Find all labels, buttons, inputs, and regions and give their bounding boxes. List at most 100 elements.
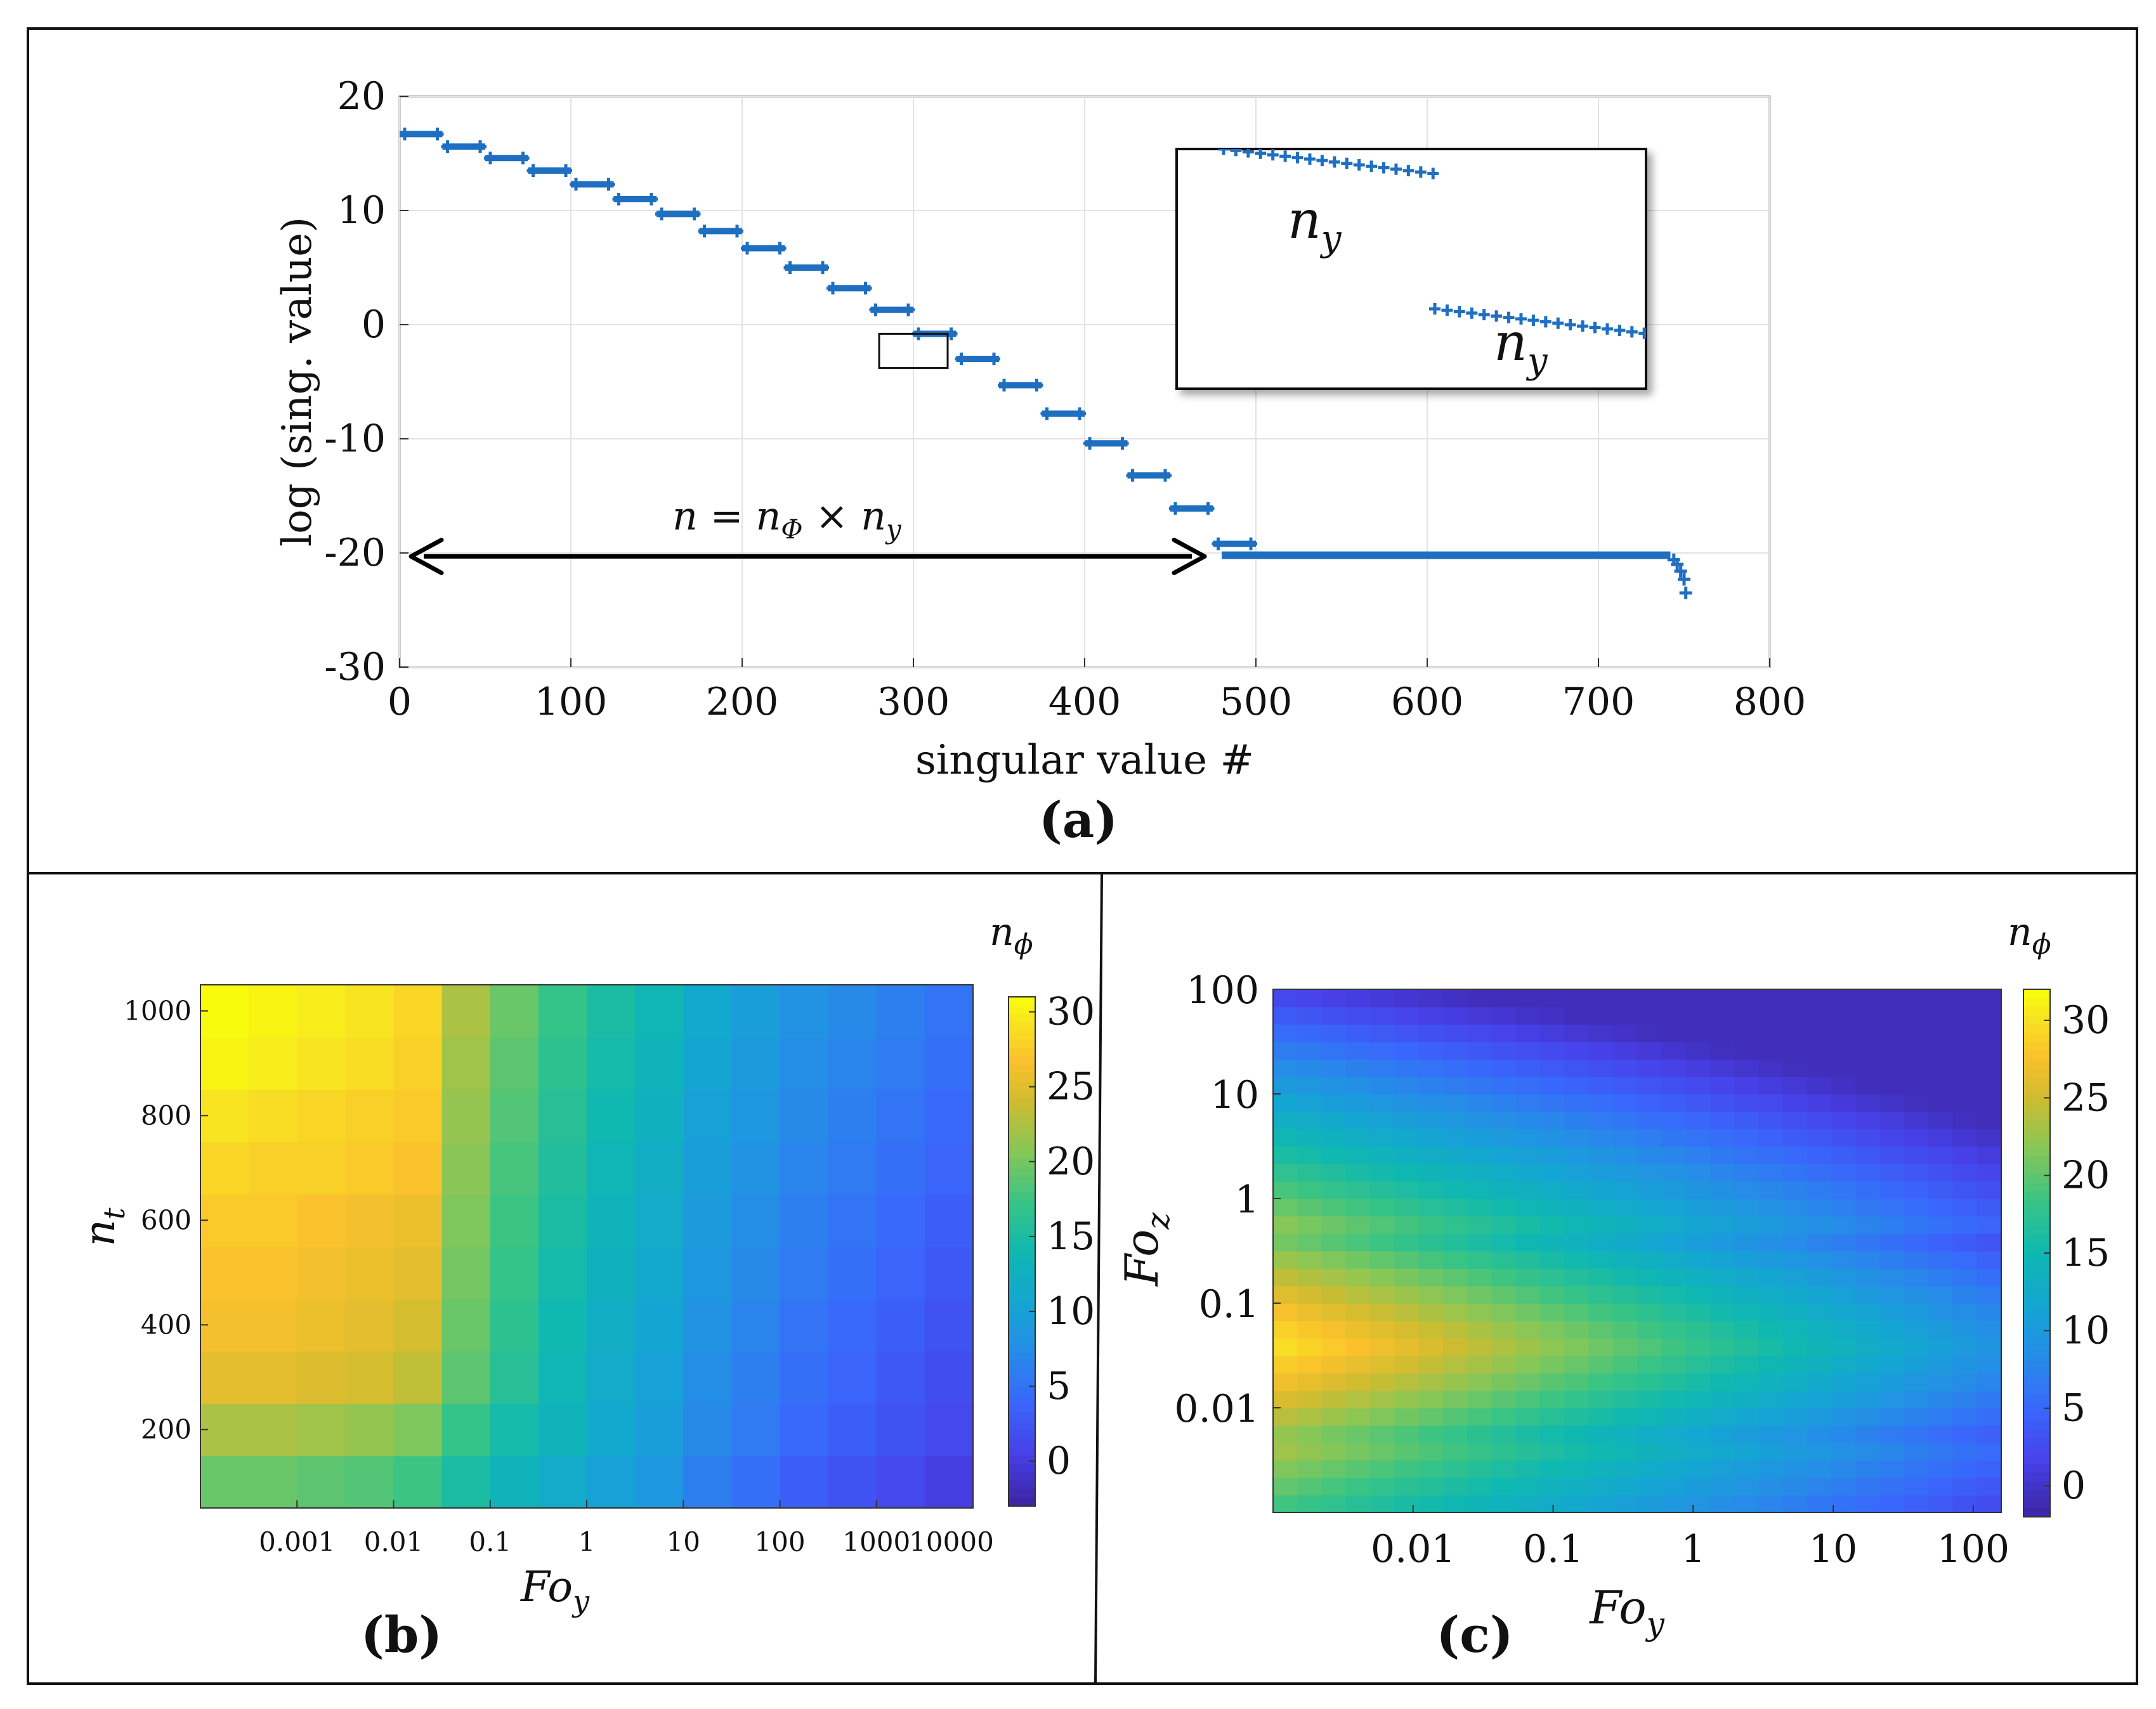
heatmap-cell <box>1661 1320 1687 1339</box>
heatmap-cell <box>1588 1181 1614 1199</box>
heatmap-cell <box>1370 989 1395 1008</box>
heatmap-cell <box>1806 1268 1832 1287</box>
colorbar-segment <box>1009 1421 1035 1431</box>
colorbar-segment <box>1009 1200 1035 1210</box>
heatmap-cell <box>345 1455 395 1509</box>
colorbar-segment <box>1009 1370 1035 1380</box>
heatmap-cell <box>1831 1024 1857 1043</box>
a-tick-label-x: 600 <box>1391 680 1464 724</box>
heatmap-cell <box>1758 1199 1784 1217</box>
heatmap-cell <box>1928 1251 1954 1269</box>
heatmap-cell <box>1321 1199 1347 1217</box>
heatmap-cell <box>538 1351 587 1404</box>
c-tick-label-x: 10 <box>1809 1527 1857 1571</box>
heatmap-cell <box>1709 1094 1735 1112</box>
colorbar-segment <box>1009 1030 1035 1040</box>
inset-point <box>1429 303 1441 315</box>
heatmap-cell <box>1612 1478 1638 1496</box>
heatmap-cell <box>1297 1181 1323 1199</box>
heatmap-cell <box>1904 1199 1929 1217</box>
heatmap-cell <box>393 1141 443 1195</box>
heatmap-cell <box>1904 1268 1929 1287</box>
heatmap-cell <box>1394 1303 1420 1322</box>
heatmap-cell <box>876 1141 925 1195</box>
heatmap-cell <box>1297 1216 1323 1234</box>
b-tick-label-x: 0.1 <box>469 1526 511 1557</box>
heatmap-cell <box>1904 1285 1929 1304</box>
heatmap-cell <box>1297 1478 1323 1496</box>
heatmap-cell <box>1976 1320 2002 1339</box>
heatmap-cell <box>1588 1024 1614 1043</box>
heatmap-cell <box>1321 1216 1347 1234</box>
heatmap-cell <box>1758 1338 1784 1356</box>
heatmap-cell <box>490 1037 539 1090</box>
singular-value-point <box>955 353 968 365</box>
heatmap-cell <box>1928 1059 1954 1077</box>
heatmap-cell <box>731 1089 781 1143</box>
heatmap-cell <box>1637 1059 1663 1077</box>
heatmap-cell <box>924 1089 974 1143</box>
heatmap-cell <box>1928 1390 1954 1408</box>
heatmap-cell <box>1831 1041 1857 1060</box>
heatmap-cell <box>1564 1094 1590 1112</box>
heatmap-cell <box>1879 1006 1905 1025</box>
heatmap-cell <box>1855 1129 1881 1147</box>
heatmap-cell <box>1273 1495 1298 1513</box>
singular-value-step <box>442 143 485 150</box>
heatmap-cell <box>1782 1495 1808 1513</box>
singular-value-plateau <box>1222 551 1671 559</box>
heatmap-cell <box>1612 1460 1638 1478</box>
heatmap-cell <box>1904 1129 1929 1147</box>
heatmap-cell <box>1879 1129 1905 1147</box>
panel-a-series <box>400 127 1692 599</box>
heatmap-cell <box>731 1141 781 1195</box>
colorbar-tick-label: 5 <box>2061 1386 2086 1431</box>
heatmap-cell <box>1297 1268 1323 1287</box>
heatmap-cell <box>1806 1164 1832 1182</box>
colorbar-segment <box>1009 1158 1035 1167</box>
heatmap-cell <box>1734 1390 1760 1408</box>
heatmap-cell <box>1758 1129 1784 1147</box>
heatmap-cell <box>1637 1355 1663 1374</box>
heatmap-cell <box>1418 1111 1444 1129</box>
heatmap-cell <box>1442 1199 1468 1217</box>
heatmap-cell <box>1904 1320 1929 1339</box>
heatmap-cell <box>1709 1111 1735 1129</box>
heatmap-cell <box>1345 1408 1371 1426</box>
heatmap-cell <box>1418 1181 1444 1199</box>
heatmap-cell <box>1612 1373 1638 1391</box>
colorbar-segment <box>2023 1059 2050 1069</box>
heatmap-cell <box>1637 989 1663 1008</box>
heatmap-cell <box>1928 1024 1954 1043</box>
heatmap-cell <box>1370 1146 1395 1164</box>
heatmap-cell <box>1782 1390 1808 1408</box>
heatmap-cell <box>1637 1408 1663 1426</box>
heatmap-cell <box>1782 1320 1808 1339</box>
heatmap-cell <box>1345 1164 1371 1182</box>
colorbar-segment <box>1009 1243 1035 1252</box>
heatmap-cell <box>345 985 395 1038</box>
heatmap-cell <box>1806 989 1832 1008</box>
heatmap-cell <box>1515 1233 1541 1252</box>
heatmap-cell <box>1345 1181 1371 1199</box>
heatmap-cell <box>249 1351 298 1404</box>
heatmap-cell <box>1418 1164 1444 1182</box>
heatmap-cell <box>1758 1268 1784 1287</box>
heatmap-cell <box>1273 1059 1298 1077</box>
heatmap-cell <box>1734 1478 1760 1496</box>
colorbar-segment <box>1009 1412 1035 1422</box>
heatmap-cell <box>1661 1268 1687 1287</box>
c-tick-label-x: 0.1 <box>1523 1527 1583 1571</box>
heatmap-cell <box>1370 1094 1395 1112</box>
heatmap-cell <box>1904 1425 1929 1443</box>
colorbar-segment <box>2023 1332 2050 1342</box>
colorbar-segment <box>2023 1129 2050 1140</box>
heatmap-cell <box>1418 989 1444 1008</box>
panel-c-colorbar: 0 5 10 15 20 25 30 <box>2023 989 2110 1517</box>
colorbar-segment <box>2023 1402 2050 1412</box>
heatmap-cell <box>1345 1094 1371 1112</box>
heatmap-cell <box>1661 1146 1687 1164</box>
heatmap-cell <box>1952 1338 1978 1356</box>
heatmap-cell <box>1467 1059 1493 1077</box>
